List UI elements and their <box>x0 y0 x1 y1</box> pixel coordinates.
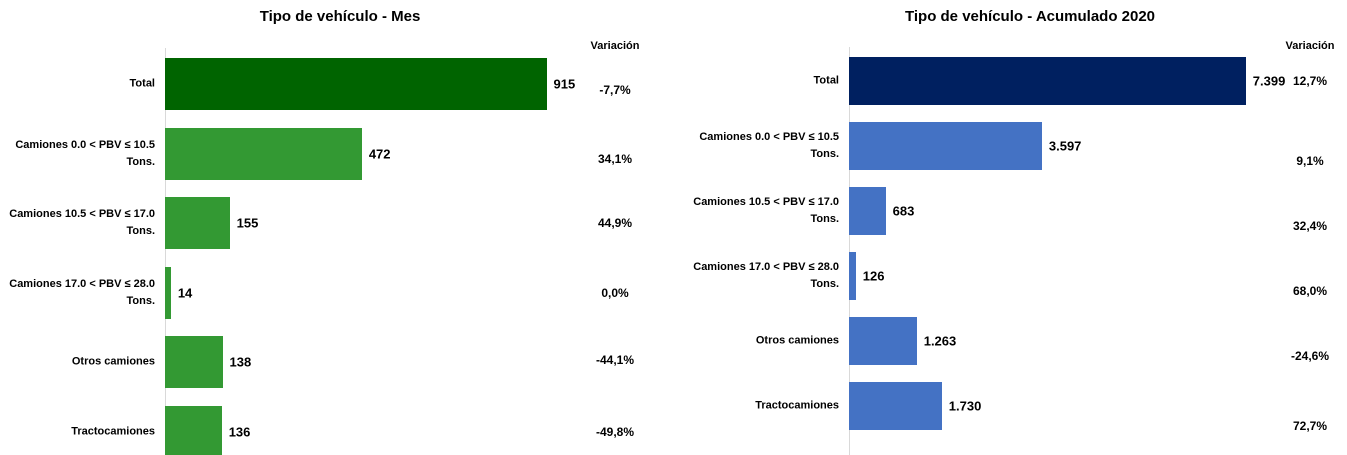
variation-label: 0,0% <box>601 285 629 300</box>
category-label: Total <box>813 74 839 87</box>
variation-label: -44,1% <box>595 353 635 367</box>
category-label: Tractocamiones <box>71 425 155 437</box>
bar <box>849 382 942 430</box>
variation-label: 34,1% <box>597 151 633 166</box>
category-label: Camiones 10.5 < PBV ≤ 17.0 Tons. <box>9 208 155 237</box>
variation-header: Variación <box>590 40 640 52</box>
variation-label: 72,7% <box>1292 419 1328 433</box>
axis-line <box>165 48 166 455</box>
value-label: 155 <box>236 215 259 231</box>
category-label: Otros camiones <box>755 334 839 347</box>
variation-label: 32,4% <box>1292 219 1328 233</box>
category-label: Camiones 10.5 < PBV ≤ 17.0 Tons. <box>693 196 839 225</box>
category-label: Camiones 17.0 < PBV ≤ 28.0 Tons. <box>693 261 839 290</box>
value-label: 915 <box>553 76 576 92</box>
chart-title: Tipo de vehículo - Mes <box>259 8 421 25</box>
category-label: Tractocamiones <box>755 399 839 412</box>
variation-label: -24,6% <box>1290 349 1330 363</box>
variation-label: 68,0% <box>1292 284 1328 298</box>
variation-label: 44,9% <box>597 216 633 230</box>
bar <box>849 252 856 300</box>
bar <box>165 266 171 319</box>
bar <box>165 58 547 110</box>
variation-label: -7,7% <box>599 83 631 97</box>
value-label: 7.399 <box>1252 73 1286 89</box>
value-label: 3.597 <box>1048 138 1082 154</box>
value-label: 1.263 <box>923 333 957 349</box>
variation-label: -49,8% <box>595 424 635 439</box>
category-label: Camiones 17.0 < PBV ≤ 28.0 Tons. <box>9 277 155 307</box>
bar <box>849 187 886 235</box>
bar <box>165 405 222 455</box>
variation-label: 12,7% <box>1292 74 1328 88</box>
value-label: 126 <box>862 268 885 284</box>
bar <box>849 317 917 365</box>
bar <box>165 336 223 388</box>
value-label: 136 <box>228 424 251 439</box>
value-label: 472 <box>368 146 391 161</box>
category-label: Total <box>129 77 155 90</box>
category-label: Camiones 0.0 < PBV ≤ 10.5 Tons. <box>15 138 155 168</box>
category-label: Otros camiones <box>71 355 155 368</box>
category-label: Camiones 0.0 < PBV ≤ 10.5 Tons. <box>699 131 839 160</box>
value-label: 14 <box>177 285 193 300</box>
bar <box>165 127 362 180</box>
variation-header: Variación <box>1285 40 1335 52</box>
axis-line <box>849 47 850 455</box>
chart-title: Tipo de vehículo - Acumulado 2020 <box>904 8 1156 25</box>
bar <box>849 57 1246 105</box>
variation-label: 9,1% <box>1296 154 1324 168</box>
bar <box>165 197 230 249</box>
value-label: 683 <box>892 203 915 219</box>
value-label: 138 <box>229 354 252 370</box>
bar <box>849 122 1042 170</box>
value-label: 1.730 <box>948 398 982 414</box>
